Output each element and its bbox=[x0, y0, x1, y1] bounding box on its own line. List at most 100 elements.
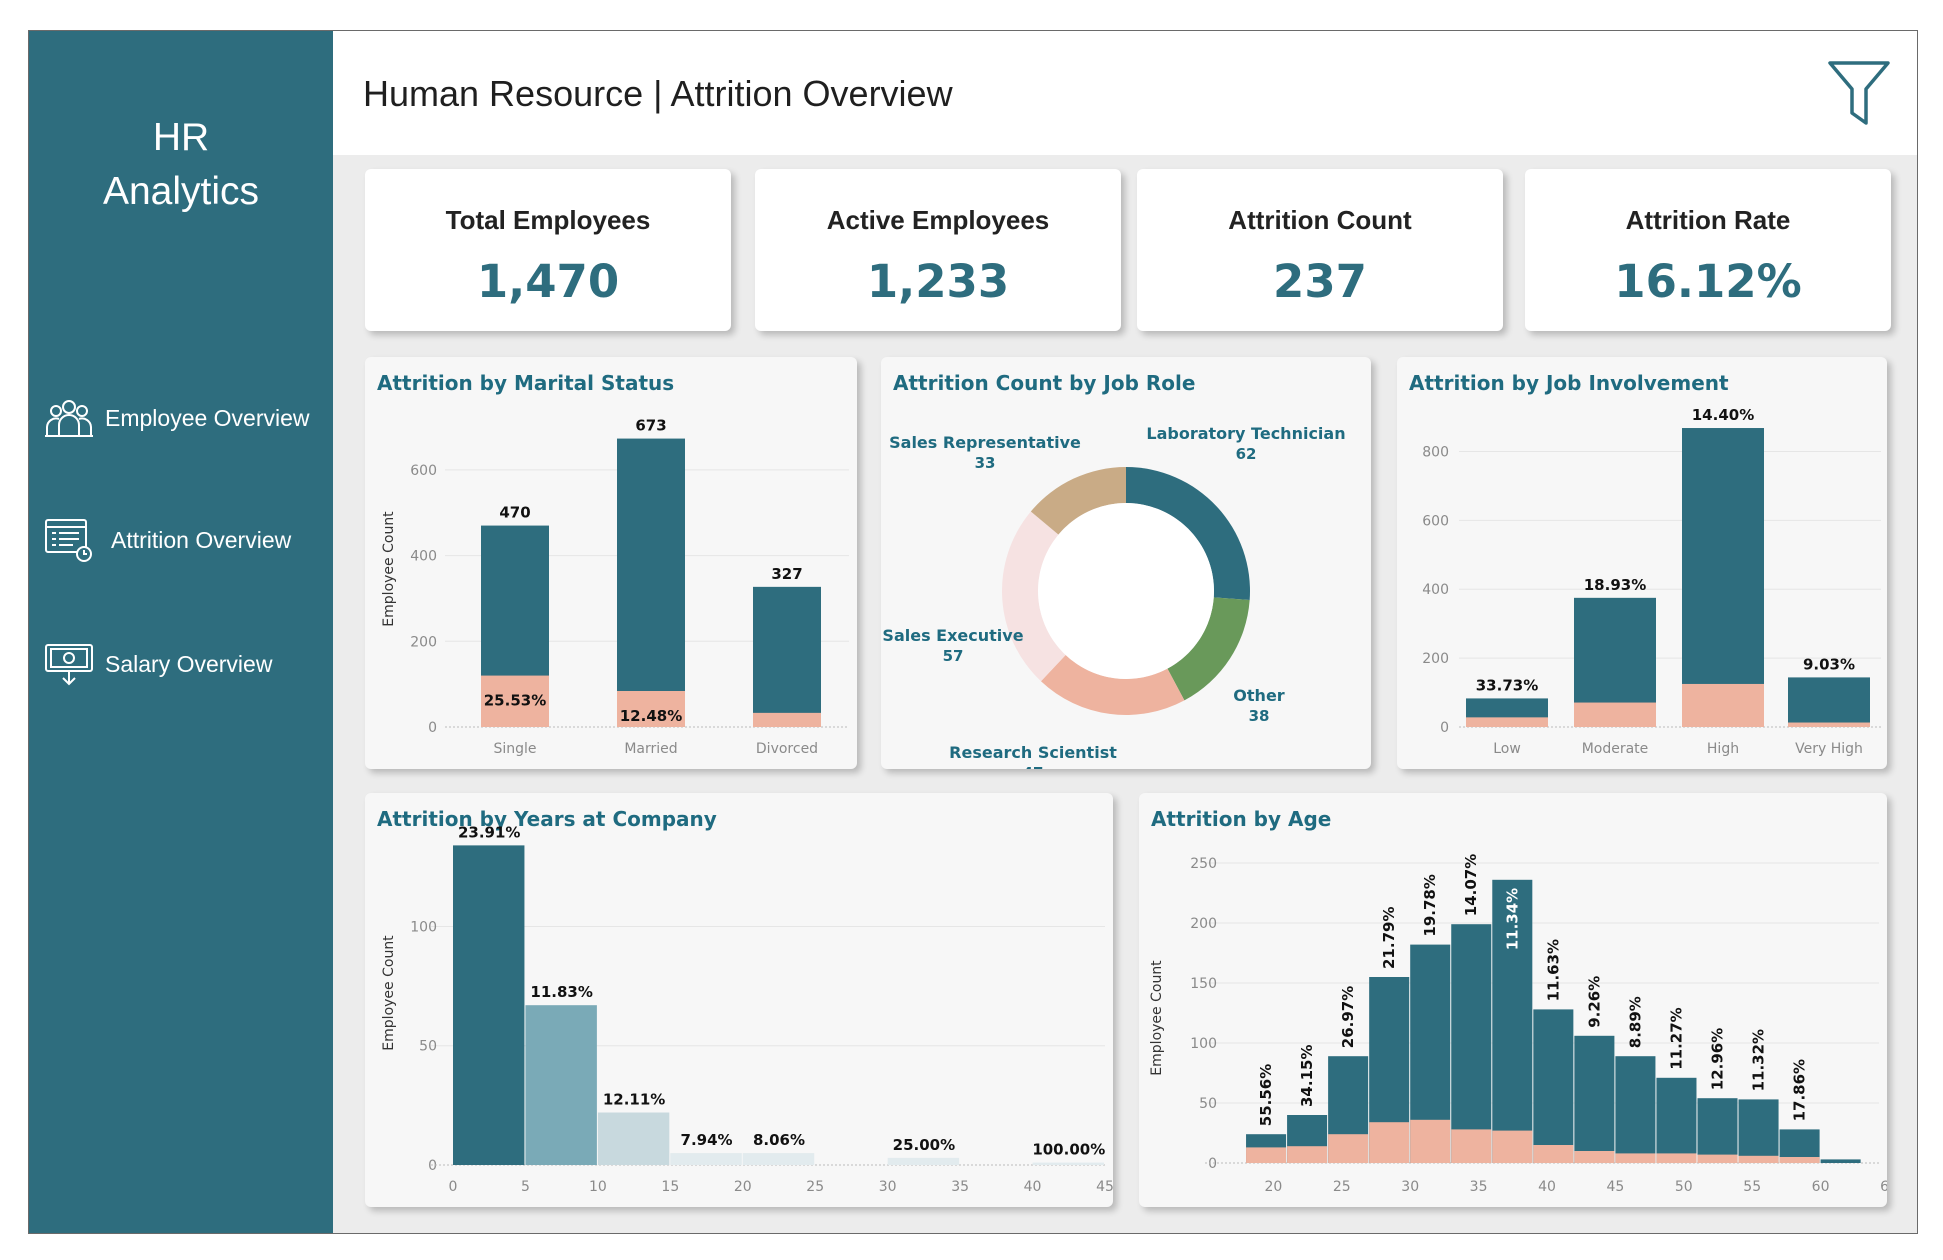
card-marital-status: Attrition by Marital Status 0 200 400 600 Em… bbox=[365, 357, 857, 769]
bar-value-label: 11.27% bbox=[1667, 1007, 1685, 1069]
y-tick-label: 600 bbox=[410, 463, 437, 479]
kpi-value: 1,470 bbox=[476, 255, 620, 308]
y-tick-label: 0 bbox=[1208, 1156, 1217, 1172]
people-group-icon bbox=[45, 400, 93, 437]
x-tick-label: 40 bbox=[1024, 1179, 1042, 1195]
sidebar-item-label: Employee Overview bbox=[105, 404, 310, 431]
kpi-card-attrition-count: Attrition Count 237 bbox=[1137, 169, 1503, 331]
bar-value-label: 12.96% bbox=[1709, 1028, 1727, 1090]
money-download-icon bbox=[45, 644, 93, 686]
y-tick-label: 600 bbox=[1422, 513, 1449, 529]
bar-value-label: 23.91% bbox=[458, 823, 520, 841]
donut-slice bbox=[1002, 511, 1066, 682]
donut-slice bbox=[1167, 597, 1250, 701]
bar-value-label: 8.89% bbox=[1626, 996, 1644, 1048]
bar-attrition bbox=[481, 675, 549, 727]
y-tick-label: 400 bbox=[410, 549, 437, 565]
histogram-bar bbox=[1451, 924, 1492, 1163]
y-tick-label: 250 bbox=[1190, 856, 1217, 872]
report-clock-icon bbox=[45, 519, 92, 562]
bar-value-label: 11.32% bbox=[1750, 1029, 1768, 1091]
histogram-attrition-bar bbox=[1779, 1157, 1820, 1163]
y-tick-label: 400 bbox=[1422, 582, 1449, 598]
y-axis-label: Employee Count bbox=[381, 511, 397, 627]
bar-attrition bbox=[1574, 702, 1656, 727]
kpi-value: 16.12% bbox=[1614, 255, 1802, 308]
bar-value-label: 17.86% bbox=[1791, 1059, 1809, 1121]
bar-employee-count bbox=[617, 438, 685, 727]
slice-value-label: 33 bbox=[975, 454, 996, 472]
card-age: Attrition by Age 0 50 100 150 200 250 Employee… bbox=[1139, 793, 1887, 1207]
bar-value-label: 673 bbox=[635, 417, 666, 435]
bar-value-label: 21.79% bbox=[1380, 907, 1398, 969]
y-tick-label: 150 bbox=[1190, 976, 1217, 992]
card-years-at-company: Attrition by Years at Company 0 50 100 Empl… bbox=[365, 793, 1113, 1207]
donut-slice bbox=[1126, 467, 1250, 601]
chart-title: Attrition by Years at Company bbox=[377, 807, 717, 831]
x-tick-label: Very High bbox=[1795, 741, 1863, 757]
sidebar-item-employee-overview[interactable]: Employee Overview bbox=[43, 395, 310, 441]
sidebar: HR Analytics Employee Overview Attrition… bbox=[29, 31, 333, 1233]
bar-attrition bbox=[617, 691, 685, 727]
brand-line-1: HR bbox=[152, 116, 210, 159]
job-role-donut-chart: Laboratory Technician 62 Other 38 Research S… bbox=[882, 424, 1345, 769]
x-tick-label: 45 bbox=[1096, 1179, 1113, 1195]
sidebar-item-label: Attrition Overview bbox=[111, 526, 292, 553]
x-tick-label: 0 bbox=[449, 1179, 458, 1195]
page-title: Human Resource | Attrition Overview bbox=[363, 73, 953, 114]
sidebar-item-label: Salary Overview bbox=[105, 650, 273, 677]
histogram-attrition-bar bbox=[1369, 1122, 1410, 1163]
histogram-attrition-bar bbox=[1410, 1119, 1451, 1163]
histogram-attrition-bar bbox=[1738, 1155, 1779, 1163]
chart-title: Attrition by Job Involvement bbox=[1409, 371, 1729, 395]
histogram-bar bbox=[887, 1157, 960, 1165]
bar-value-label: 18.93% bbox=[1584, 576, 1646, 594]
x-tick-label: Married bbox=[624, 741, 677, 757]
y-tick-label: 0 bbox=[428, 1158, 437, 1174]
donut-slice bbox=[1030, 467, 1126, 535]
x-tick-label: Low bbox=[1493, 741, 1521, 757]
kpi-card-attrition-rate: Attrition Rate 16.12% bbox=[1525, 169, 1891, 331]
y-tick-label: 100 bbox=[410, 919, 437, 935]
histogram-bar bbox=[1738, 1099, 1779, 1163]
bar-value-label: 14.40% bbox=[1692, 406, 1754, 424]
histogram-bar bbox=[1656, 1077, 1697, 1163]
bar-value-label: 55.56% bbox=[1257, 1064, 1275, 1126]
histogram-bar bbox=[1492, 879, 1533, 1163]
slice-value-label: 47 bbox=[1023, 764, 1044, 769]
sidebar-item-salary-overview[interactable]: Salary Overview bbox=[43, 641, 272, 687]
kpi-label: Active Employees bbox=[826, 205, 1050, 235]
y-axis-label: Employee Count bbox=[381, 935, 397, 1051]
sidebar-item-attrition-overview[interactable]: Attrition Overview bbox=[43, 517, 291, 563]
x-tick-label: Moderate bbox=[1582, 741, 1649, 757]
chart-title: Attrition by Age bbox=[1151, 807, 1332, 831]
chart-title: Attrition by Marital Status bbox=[377, 371, 675, 395]
y-tick-label: 800 bbox=[1422, 444, 1449, 460]
filter-button[interactable] bbox=[1827, 59, 1891, 127]
kpi-label: Attrition Count bbox=[1228, 205, 1412, 235]
x-tick-label: 55 bbox=[1743, 1179, 1761, 1195]
bar-value-label: 11.83% bbox=[530, 983, 592, 1001]
bar-value-label: 11.34% bbox=[1503, 888, 1521, 950]
histogram-bar bbox=[1697, 1098, 1738, 1163]
histogram-attrition-bar bbox=[1492, 1130, 1533, 1163]
y-tick-label: 0 bbox=[428, 720, 437, 736]
brand-title: HR Analytics bbox=[29, 111, 333, 219]
y-tick-label: 200 bbox=[1422, 651, 1449, 667]
card-job-role: Attrition Count by Job Role Laboratory T… bbox=[881, 357, 1371, 769]
x-tick-label: 30 bbox=[879, 1179, 897, 1195]
kpi-card-total-employees: Total Employees 1,470 bbox=[365, 169, 731, 331]
bar-value-label: 9.26% bbox=[1585, 976, 1603, 1028]
chart-title: Attrition Count by Job Role bbox=[893, 371, 1196, 395]
slice-name-label: Research Scientist bbox=[949, 743, 1117, 762]
x-tick-label: 50 bbox=[1675, 1179, 1693, 1195]
histogram-bar bbox=[670, 1153, 742, 1165]
x-tick-label: 45 bbox=[1606, 1179, 1624, 1195]
bar-employee-count bbox=[753, 586, 821, 727]
slice-name-label: Sales Representative bbox=[889, 433, 1081, 452]
x-tick-label: 40 bbox=[1538, 1179, 1556, 1195]
x-tick-label: 60 bbox=[1812, 1179, 1830, 1195]
brand-line-2: Analytics bbox=[102, 170, 260, 213]
y-tick-label: 50 bbox=[419, 1039, 437, 1055]
marital-status-chart: 0 200 400 600 Employee Count 470 25.53% Single 6… bbox=[381, 417, 849, 757]
